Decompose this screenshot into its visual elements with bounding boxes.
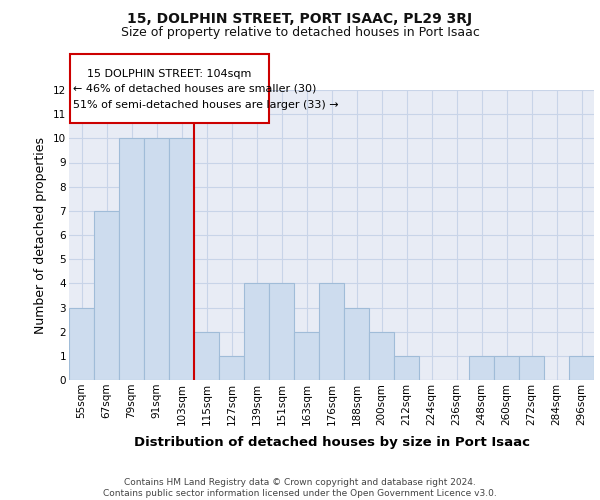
Bar <box>344 308 369 380</box>
Text: ← 46% of detached houses are smaller (30): ← 46% of detached houses are smaller (30… <box>73 84 317 94</box>
X-axis label: Distribution of detached houses by size in Port Isaac: Distribution of detached houses by size … <box>133 436 530 449</box>
FancyBboxPatch shape <box>70 54 269 124</box>
Bar <box>169 138 194 380</box>
Bar <box>394 356 419 380</box>
Bar <box>194 332 219 380</box>
Bar <box>119 138 144 380</box>
Text: 51% of semi-detached houses are larger (33) →: 51% of semi-detached houses are larger (… <box>73 100 339 110</box>
Y-axis label: Number of detached properties: Number of detached properties <box>34 136 47 334</box>
Bar <box>69 308 94 380</box>
Bar <box>219 356 244 380</box>
Bar <box>319 284 344 380</box>
Bar <box>144 138 169 380</box>
Bar <box>569 356 594 380</box>
Text: 15 DOLPHIN STREET: 104sqm: 15 DOLPHIN STREET: 104sqm <box>87 70 251 80</box>
Text: Contains HM Land Registry data © Crown copyright and database right 2024.
Contai: Contains HM Land Registry data © Crown c… <box>103 478 497 498</box>
Bar <box>244 284 269 380</box>
Bar <box>494 356 519 380</box>
Text: Size of property relative to detached houses in Port Isaac: Size of property relative to detached ho… <box>121 26 479 39</box>
Bar <box>369 332 394 380</box>
Bar <box>269 284 294 380</box>
Bar <box>469 356 494 380</box>
Bar <box>294 332 319 380</box>
Bar <box>519 356 544 380</box>
Bar <box>94 211 119 380</box>
Text: 15, DOLPHIN STREET, PORT ISAAC, PL29 3RJ: 15, DOLPHIN STREET, PORT ISAAC, PL29 3RJ <box>127 12 473 26</box>
